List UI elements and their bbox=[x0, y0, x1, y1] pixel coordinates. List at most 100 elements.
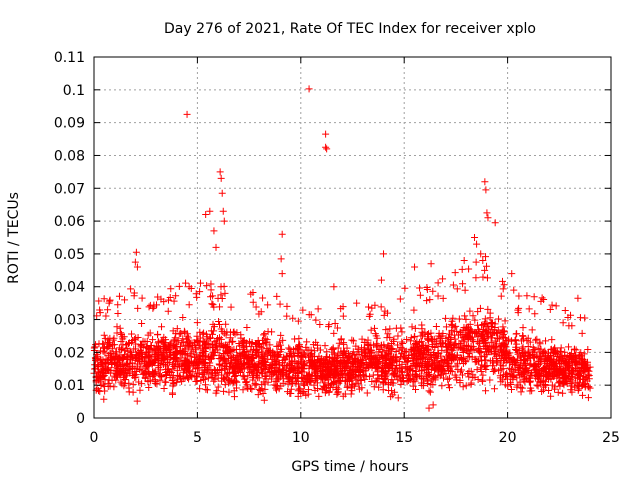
data-point bbox=[286, 350, 294, 358]
data-point bbox=[537, 297, 545, 305]
data-point bbox=[134, 304, 142, 312]
y-axis-ticks: 0 0.01 0.02 0.03 0.04 0.05 0.06 0.07 0.08 0.09 0.1… bbox=[54, 50, 611, 427]
data-point bbox=[339, 303, 347, 311]
data-point bbox=[198, 371, 206, 379]
data-point bbox=[355, 385, 363, 393]
data-point bbox=[486, 314, 494, 322]
data-point bbox=[556, 378, 564, 386]
data-point bbox=[121, 361, 129, 369]
data-point bbox=[427, 381, 435, 389]
data-point bbox=[561, 348, 569, 356]
data-point bbox=[330, 350, 338, 358]
data-point bbox=[576, 367, 584, 375]
data-point bbox=[337, 348, 345, 356]
data-point bbox=[173, 325, 181, 333]
data-point bbox=[427, 260, 435, 268]
data-point bbox=[102, 367, 110, 375]
data-point bbox=[238, 364, 246, 372]
data-point bbox=[209, 301, 217, 309]
data-point bbox=[212, 389, 220, 397]
data-point bbox=[438, 382, 446, 390]
data-point bbox=[151, 353, 159, 361]
data-point bbox=[280, 375, 288, 383]
data-point bbox=[456, 344, 464, 352]
data-point bbox=[336, 377, 344, 385]
data-point bbox=[218, 377, 226, 385]
data-point bbox=[387, 355, 395, 363]
data-point bbox=[380, 375, 388, 383]
data-point bbox=[132, 248, 140, 256]
data-point bbox=[311, 386, 319, 394]
data-point bbox=[565, 356, 573, 364]
data-point bbox=[240, 360, 248, 368]
data-point bbox=[413, 353, 421, 361]
data-point bbox=[184, 334, 192, 342]
data-point bbox=[255, 385, 263, 393]
data-point bbox=[305, 85, 313, 93]
data-point bbox=[513, 383, 521, 391]
data-point bbox=[390, 335, 398, 343]
data-point bbox=[230, 345, 238, 353]
data-point bbox=[294, 350, 302, 358]
data-point bbox=[192, 344, 200, 352]
data-point bbox=[530, 354, 538, 362]
data-point bbox=[506, 359, 514, 367]
data-point bbox=[121, 296, 129, 304]
data-point bbox=[579, 391, 587, 399]
data-point bbox=[249, 288, 257, 296]
data-point bbox=[302, 391, 310, 399]
data-point bbox=[210, 227, 218, 235]
data-point bbox=[223, 328, 231, 336]
data-point bbox=[113, 366, 121, 374]
data-point bbox=[437, 352, 445, 360]
y-tick-label: 0.08 bbox=[54, 148, 85, 164]
data-point bbox=[397, 324, 405, 332]
data-point bbox=[531, 362, 539, 370]
data-point bbox=[108, 345, 116, 353]
data-point bbox=[252, 303, 260, 311]
data-point bbox=[535, 374, 543, 382]
data-point bbox=[424, 335, 432, 343]
data-point bbox=[395, 346, 403, 354]
data-point bbox=[362, 349, 370, 357]
data-point bbox=[133, 263, 141, 271]
data-point bbox=[382, 354, 390, 362]
data-point bbox=[245, 351, 253, 359]
data-point bbox=[335, 339, 343, 347]
data-points bbox=[90, 85, 594, 412]
data-point bbox=[448, 368, 456, 376]
data-point bbox=[530, 360, 538, 368]
data-point bbox=[443, 343, 451, 351]
data-point bbox=[426, 371, 434, 379]
data-point bbox=[438, 367, 446, 375]
data-point bbox=[295, 349, 303, 357]
data-point bbox=[526, 352, 534, 360]
data-point bbox=[456, 376, 464, 384]
data-point bbox=[104, 343, 112, 351]
data-point bbox=[448, 354, 456, 362]
data-point bbox=[416, 291, 424, 299]
data-point bbox=[284, 380, 292, 388]
data-point bbox=[138, 341, 146, 349]
data-point bbox=[386, 325, 394, 333]
data-point bbox=[99, 340, 107, 348]
data-point bbox=[278, 230, 286, 238]
data-point bbox=[283, 361, 291, 369]
data-point bbox=[131, 258, 139, 266]
data-point bbox=[525, 374, 533, 382]
data-point bbox=[425, 387, 433, 395]
data-point bbox=[170, 355, 178, 363]
data-point bbox=[411, 263, 419, 271]
data-point bbox=[534, 382, 542, 390]
data-point bbox=[112, 352, 120, 360]
data-point bbox=[550, 363, 558, 371]
data-point bbox=[488, 330, 496, 338]
data-point bbox=[423, 377, 431, 385]
data-point bbox=[277, 331, 285, 339]
data-point bbox=[116, 359, 124, 367]
data-point bbox=[481, 178, 489, 186]
data-point bbox=[129, 362, 137, 370]
data-point bbox=[134, 352, 142, 360]
data-point bbox=[279, 379, 287, 387]
data-point bbox=[155, 338, 163, 346]
